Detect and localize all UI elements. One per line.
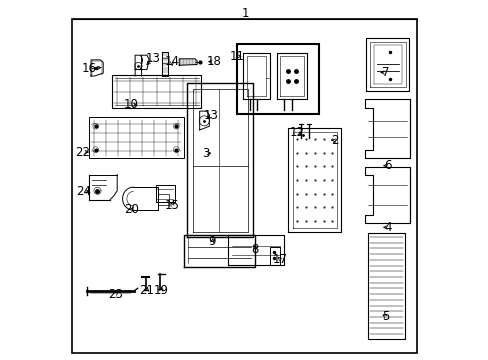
Text: 1: 1 <box>241 7 248 20</box>
Text: 10: 10 <box>124 98 139 111</box>
Text: 3: 3 <box>202 147 209 159</box>
Text: 22: 22 <box>75 145 90 158</box>
Text: 8: 8 <box>251 243 259 256</box>
Text: 23: 23 <box>108 288 122 301</box>
Text: 14: 14 <box>164 55 179 68</box>
Text: 11: 11 <box>229 50 244 63</box>
Text: 13: 13 <box>145 52 160 65</box>
Text: 9: 9 <box>208 235 216 248</box>
Text: 2: 2 <box>330 134 338 147</box>
Text: 15: 15 <box>164 199 179 212</box>
Text: 19: 19 <box>154 284 168 297</box>
Text: 12: 12 <box>289 126 305 139</box>
Text: 24: 24 <box>76 185 91 198</box>
Bar <box>236 44 319 114</box>
Text: 4: 4 <box>384 221 391 234</box>
Text: 7: 7 <box>382 66 389 79</box>
Bar <box>158 194 169 205</box>
Text: 13: 13 <box>203 109 219 122</box>
Text: 16: 16 <box>82 62 97 75</box>
Text: 18: 18 <box>206 55 221 68</box>
Bar <box>88 117 183 158</box>
Text: 17: 17 <box>272 253 287 266</box>
Bar <box>367 233 405 338</box>
Text: 21: 21 <box>139 284 154 297</box>
Text: 6: 6 <box>384 159 391 172</box>
Text: 20: 20 <box>124 203 139 216</box>
Text: 5: 5 <box>382 310 389 324</box>
Bar <box>112 75 201 108</box>
